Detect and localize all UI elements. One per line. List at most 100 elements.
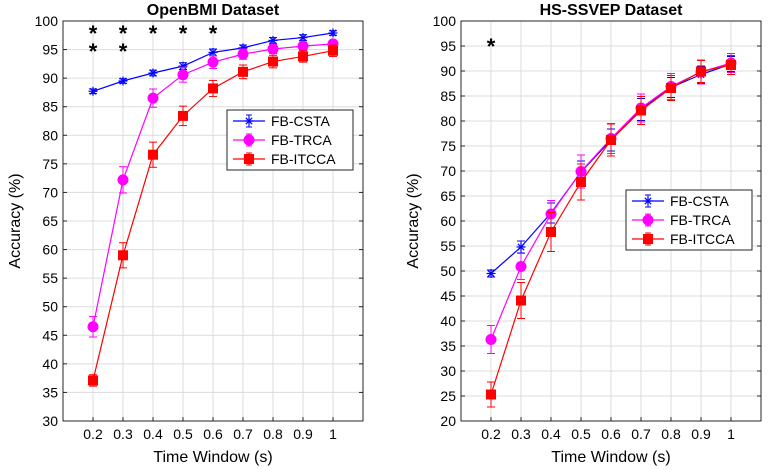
data-point [118, 76, 128, 86]
data-point [486, 269, 496, 278]
legend-marker [643, 234, 653, 244]
data-point [636, 105, 646, 116]
legend: FB-CSTA FB-TRCA FB-ITCCA [625, 189, 753, 251]
y-tick-label: 85 [42, 99, 58, 115]
y-tick-label: 80 [42, 127, 58, 143]
data-point [87, 321, 99, 333]
data-point [486, 389, 496, 400]
data-point [147, 92, 159, 104]
significance-star: * [179, 21, 188, 46]
data-point [208, 47, 218, 57]
legend-marker [244, 154, 254, 164]
x-tick-label: 0.2 [481, 426, 501, 442]
y-tick-label: 65 [440, 188, 456, 204]
x-tick-label: 0.5 [173, 426, 193, 442]
legend-label: FB-CSTA [271, 113, 331, 129]
series-fb-csta [88, 28, 338, 96]
y-tick-label: 30 [440, 363, 456, 379]
data-point [268, 35, 278, 45]
data-point [207, 56, 219, 68]
legend-marker [643, 196, 653, 206]
data-point [88, 375, 98, 386]
data-point [666, 83, 676, 93]
data-point [298, 33, 308, 43]
data-point [148, 68, 158, 78]
y-tick-label: 95 [42, 42, 58, 58]
y-tick-label: 30 [42, 413, 58, 429]
y-tick-label: 70 [42, 184, 58, 200]
legend-marker [642, 214, 654, 226]
data-point [178, 110, 188, 121]
legend-label: FB-TRCA [670, 212, 731, 228]
series-fb-trca [87, 38, 339, 338]
x-tick-label: 0.2 [83, 426, 103, 442]
y-tick-label: 40 [42, 356, 58, 372]
legend-item: FB-TRCA [632, 212, 731, 228]
x-tick-label: 0.9 [293, 426, 313, 442]
y-tick-label: 55 [440, 238, 456, 254]
y-tick-label: 75 [440, 138, 456, 154]
data-point [726, 60, 736, 70]
y-tick-label: 50 [440, 263, 456, 279]
data-point [208, 83, 218, 94]
x-tick-label: 0.8 [263, 426, 283, 442]
data-point [546, 227, 556, 237]
y-tick-label: 80 [440, 113, 456, 129]
x-tick-label: 0.7 [233, 426, 253, 442]
legend-item: FB-CSTA [233, 113, 331, 129]
legend-label: FB-TRCA [271, 132, 332, 148]
legend: FB-CSTA FB-TRCA FB-ITCCA [226, 109, 354, 171]
y-tick-label: 60 [42, 242, 58, 258]
data-point [516, 295, 526, 306]
data-point [238, 66, 248, 77]
x-tick-label: 0.5 [571, 426, 591, 442]
significance-star: * [119, 39, 128, 64]
significance-star: * [89, 21, 98, 46]
legend-item: FB-ITCCA [632, 231, 735, 247]
significance-star: * [209, 21, 218, 46]
y-tick-label: 45 [42, 327, 58, 343]
data-point [576, 177, 586, 187]
x-tick-label: 0.4 [143, 426, 163, 442]
chart-title: OpenBMI Dataset [147, 2, 280, 19]
legend-item: FB-ITCCA [233, 151, 336, 167]
y-tick-label: 85 [440, 88, 456, 104]
data-point [267, 43, 279, 55]
legend-marker [243, 134, 255, 146]
data-point [485, 334, 497, 345]
y-tick-label: 40 [440, 313, 456, 329]
x-tick-label: 0.7 [631, 426, 651, 442]
data-point [696, 66, 706, 77]
y-tick-label: 95 [440, 38, 456, 54]
y-tick-label: 75 [42, 156, 58, 172]
x-tick-label: 1 [727, 426, 735, 442]
y-axis-title: Accuracy (%) [7, 173, 24, 268]
legend-item: FB-TRCA [233, 132, 332, 148]
y-tick-label: 35 [440, 338, 456, 354]
data-point [177, 69, 189, 81]
y-tick-label: 55 [42, 270, 58, 286]
y-tick-label: 20 [440, 413, 456, 429]
data-point [148, 149, 158, 160]
data-point [118, 250, 128, 261]
y-tick-label: 70 [440, 163, 456, 179]
legend-label: FB-ITCCA [271, 151, 336, 167]
hs-ssvep-chart: HS-SSVEP Dataset Time Window (s) Accurac… [405, 2, 762, 466]
data-point [297, 40, 309, 52]
data-point [516, 242, 526, 252]
series-fb-itcca [88, 44, 338, 387]
significance-star: * [119, 21, 128, 46]
y-tick-label: 35 [42, 384, 58, 400]
x-tick-label: 0.4 [541, 426, 561, 442]
y-axis-title: Accuracy (%) [405, 173, 422, 268]
x-tick-label: 0.8 [661, 426, 681, 442]
y-tick-label: 65 [42, 213, 58, 229]
y-tick-label: 50 [42, 299, 58, 315]
legend-item: FB-CSTA [632, 193, 730, 209]
data-point [328, 45, 338, 56]
data-point [117, 174, 129, 186]
significance-star: * [487, 34, 496, 59]
chart-title: HS-SSVEP Dataset [540, 2, 684, 19]
data-point [298, 51, 308, 62]
